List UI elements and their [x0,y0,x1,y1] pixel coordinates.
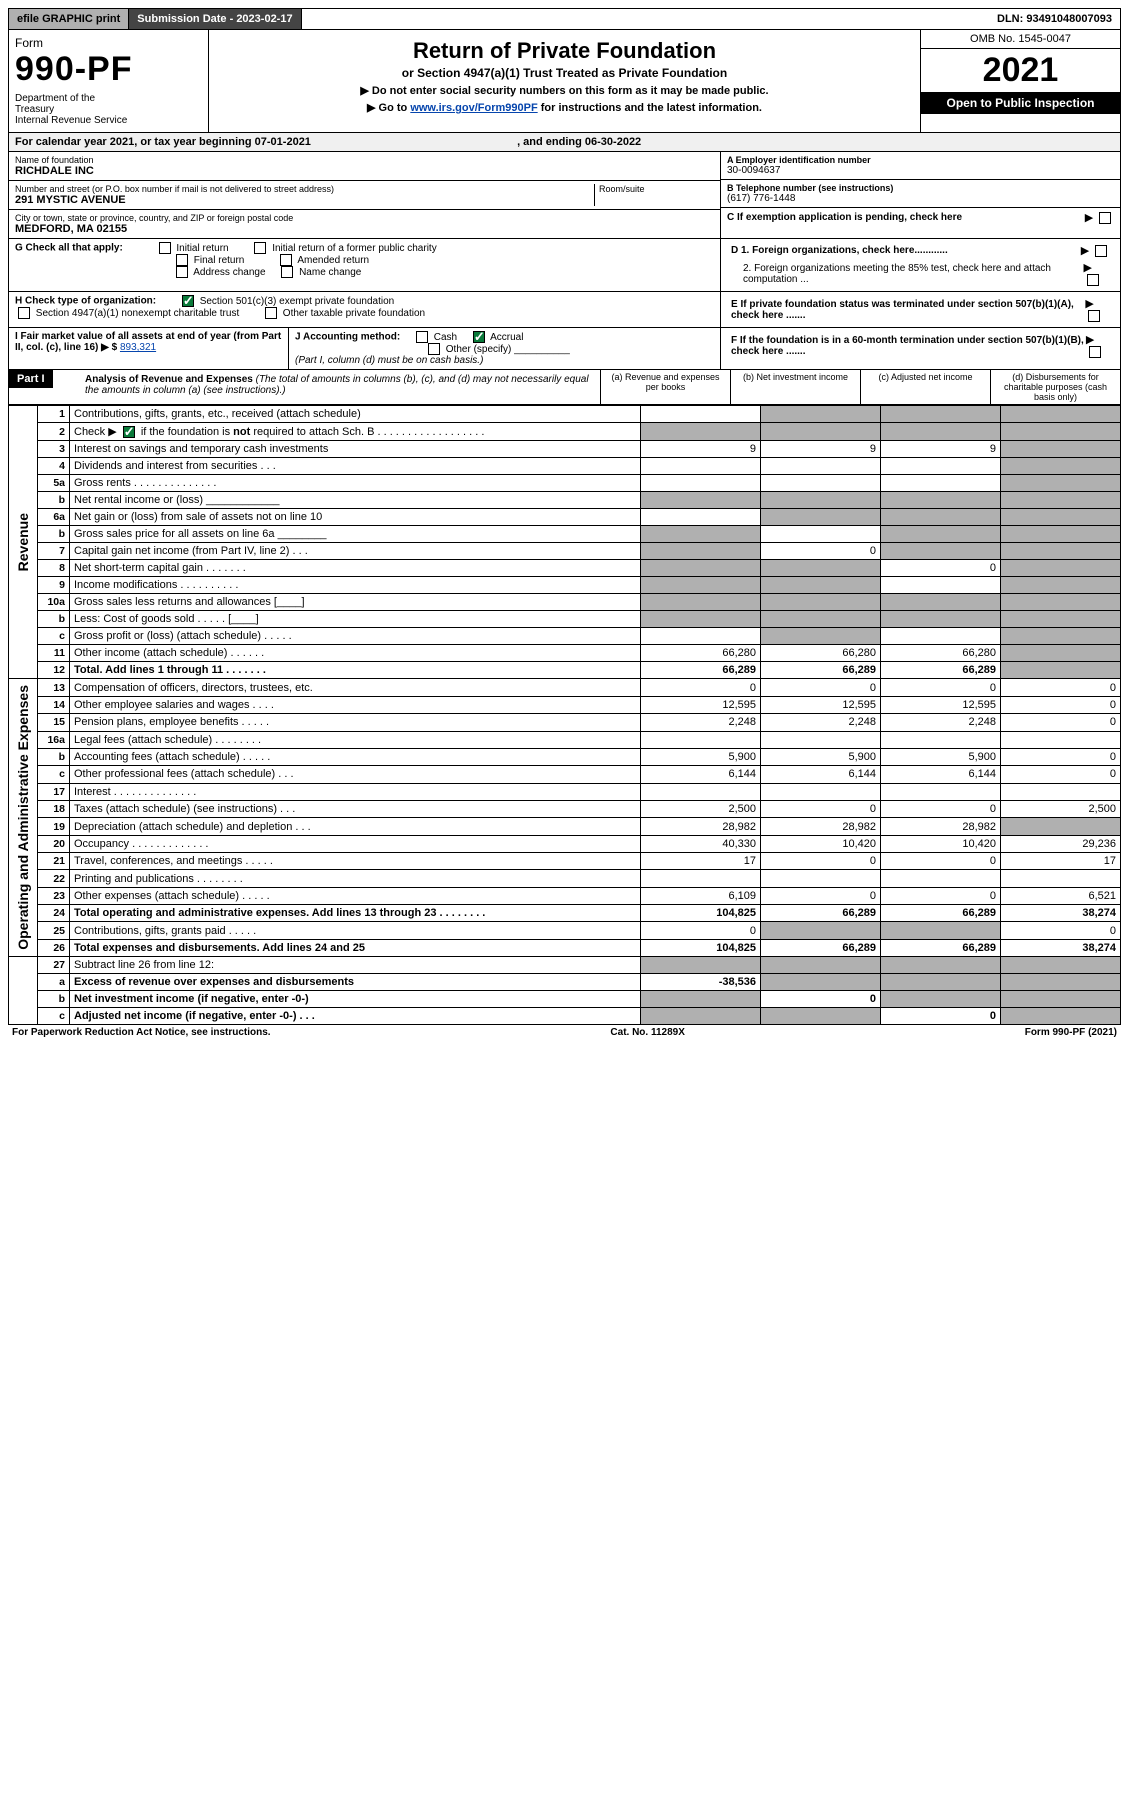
telephone-cell: B Telephone number (see instructions) (6… [721,180,1120,208]
section-g: G Check all that apply: Initial return I… [8,239,1121,292]
table-row: 14Other employee salaries and wages . . … [9,696,1121,713]
table-row: 3Interest on savings and temporary cash … [9,441,1121,458]
top-bar: efile GRAPHIC print Submission Date - 20… [8,8,1121,30]
table-row: 2Check ▶ if the foundation is not requir… [9,423,1121,441]
checkbox-other-method[interactable] [428,343,440,355]
address-cell: Number and street (or P.O. box number if… [9,181,720,210]
table-row: 26Total expenses and disbursements. Add … [9,939,1121,956]
col-b-header: (b) Net investment income [730,370,860,404]
table-row: 4Dividends and interest from securities … [9,458,1121,475]
checkbox-final-return[interactable] [176,254,188,266]
table-row: 20Occupancy . . . . . . . . . . . . .40,… [9,835,1121,852]
table-row: aExcess of revenue over expenses and dis… [9,974,1121,991]
form-ref: Form 990-PF (2021) [1025,1027,1117,1038]
city-cell: City or town, state or province, country… [9,210,720,238]
table-row: cAdjusted net income (if negative, enter… [9,1008,1121,1025]
tax-year: 2021 [921,49,1120,92]
form-number: 990-PF [15,50,202,89]
form-word: Form [15,36,202,50]
entity-info: Name of foundation RICHDALE INC Number a… [8,152,1121,239]
form-subtitle: or Section 4947(a)(1) Trust Treated as P… [215,66,914,80]
checkbox-cash[interactable] [416,331,428,343]
checkbox-address-change[interactable] [176,266,188,278]
irs-link[interactable]: www.irs.gov/Form990PF [410,102,537,114]
checkbox-e[interactable] [1088,310,1100,322]
calendar-year-row: For calendar year 2021, or tax year begi… [8,133,1121,152]
table-row: 21Travel, conferences, and meetings . . … [9,853,1121,870]
cat-no: Cat. No. 11289X [610,1027,684,1038]
table-row: 18Taxes (attach schedule) (see instructi… [9,800,1121,817]
omb-number: OMB No. 1545-0047 [921,30,1120,49]
table-row: 11Other income (attach schedule) . . . .… [9,645,1121,662]
dept-label: Department of theTreasuryInternal Revenu… [15,93,202,126]
form-title: Return of Private Foundation [215,38,914,64]
table-row: 25Contributions, gifts, grants paid . . … [9,922,1121,939]
table-row: 23Other expenses (attach schedule) . . .… [9,887,1121,904]
table-row: cOther professional fees (attach schedul… [9,766,1121,783]
checkbox-d1[interactable] [1095,245,1107,257]
checkbox-initial-former[interactable] [254,242,266,254]
section-ij: I Fair market value of all assets at end… [8,328,1121,370]
checkbox-4947[interactable] [18,307,30,319]
paperwork-notice: For Paperwork Reduction Act Notice, see … [12,1027,271,1038]
table-row: 24Total operating and administrative exp… [9,905,1121,922]
checkbox-name-change[interactable] [281,266,293,278]
exemption-pending-cell: C If exemption application is pending, c… [721,208,1120,227]
table-row: 5aGross rents . . . . . . . . . . . . . … [9,475,1121,492]
form-header: Form 990-PF Department of theTreasuryInt… [8,30,1121,133]
table-row: 19Depreciation (attach schedule) and dep… [9,818,1121,835]
instr-ssn: ▶ Do not enter social security numbers o… [215,84,914,97]
table-row: 27Subtract line 26 from line 12: [9,957,1121,974]
efile-print-button[interactable]: efile GRAPHIC print [9,9,129,29]
table-row: 15Pension plans, employee benefits . . .… [9,714,1121,731]
submission-date: Submission Date - 2023-02-17 [129,9,301,29]
table-row: Operating and Administrative Expenses13C… [9,679,1121,696]
table-row: cGross profit or (loss) (attach schedule… [9,628,1121,645]
table-row: 17Interest . . . . . . . . . . . . . . [9,783,1121,800]
col-c-header: (c) Adjusted net income [860,370,990,404]
table-row: bGross sales price for all assets on lin… [9,526,1121,543]
col-d-header: (d) Disbursements for charitable purpose… [990,370,1120,404]
foundation-name-cell: Name of foundation RICHDALE INC [9,152,720,181]
analysis-table: Revenue1Contributions, gifts, grants, et… [8,405,1121,1025]
table-row: 10aGross sales less returns and allowanc… [9,594,1121,611]
checkbox-initial-return[interactable] [159,242,171,254]
ein-cell: A Employer identification number 30-0094… [721,152,1120,180]
checkbox-501c3[interactable] [182,295,194,307]
table-row: 16aLegal fees (attach schedule) . . . . … [9,731,1121,748]
table-row: Revenue1Contributions, gifts, grants, et… [9,406,1121,423]
checkbox-f[interactable] [1089,346,1101,358]
open-public: Open to Public Inspection [921,92,1120,114]
checkbox-c[interactable] [1099,212,1111,224]
page-footer: For Paperwork Reduction Act Notice, see … [8,1025,1121,1040]
fmv-value[interactable]: 893,321 [120,342,156,353]
table-row: 8Net short-term capital gain . . . . . .… [9,560,1121,577]
table-row: 6aNet gain or (loss) from sale of assets… [9,509,1121,526]
table-row: 22Printing and publications . . . . . . … [9,870,1121,887]
dln-label: DLN: 93491048007093 [989,9,1120,29]
table-row: 9Income modifications . . . . . . . . . … [9,577,1121,594]
table-row: 12Total. Add lines 1 through 11 . . . . … [9,662,1121,679]
table-row: bAccounting fees (attach schedule) . . .… [9,748,1121,765]
col-a-header: (a) Revenue and expenses per books [600,370,730,404]
table-row: bNet investment income (if negative, ent… [9,991,1121,1008]
checkbox-other-taxable[interactable] [265,307,277,319]
part1-header: Part I Analysis of Revenue and Expenses … [8,370,1121,405]
instr-goto: ▶ Go to www.irs.gov/Form990PF for instru… [215,101,914,114]
table-row: 7Capital gain net income (from Part IV, … [9,543,1121,560]
checkbox-amended[interactable] [280,254,292,266]
checkbox-d2[interactable] [1087,274,1099,286]
section-h: H Check type of organization: Section 50… [8,292,1121,328]
table-row: bLess: Cost of goods sold . . . . . [___… [9,611,1121,628]
table-row: bNet rental income or (loss) ___________… [9,492,1121,509]
checkbox-accrual[interactable] [473,331,485,343]
